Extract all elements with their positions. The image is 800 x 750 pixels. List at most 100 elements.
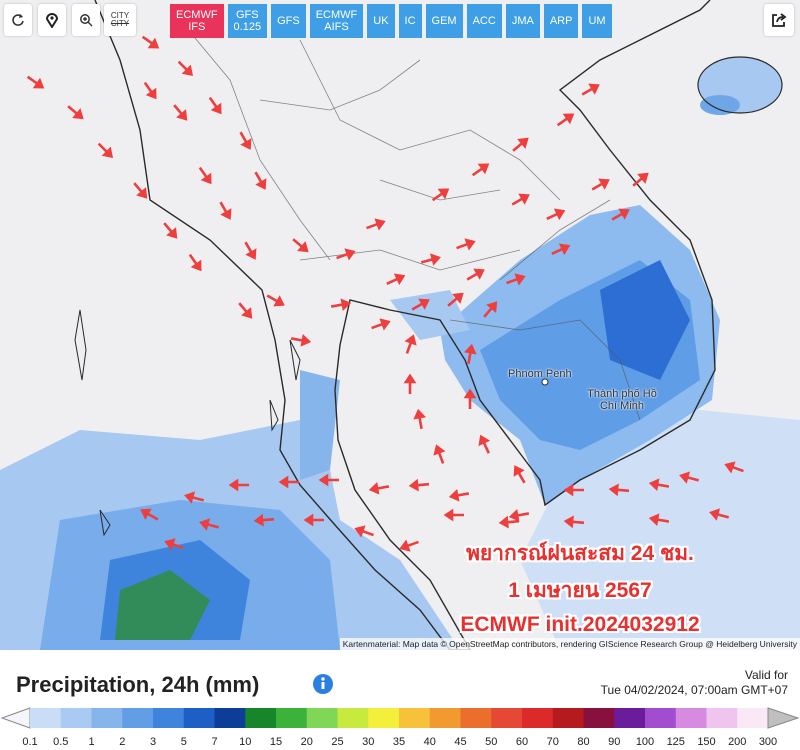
wind-arrows [26, 35, 744, 552]
wind-arrow [404, 334, 417, 354]
scale-tick-label: 80 [577, 736, 589, 748]
wind-arrow [26, 75, 45, 89]
wind-arrow [408, 478, 430, 492]
refresh-button[interactable] [4, 4, 32, 36]
wind-arrow [303, 513, 324, 527]
wind-arrow [199, 518, 220, 531]
wind-arrow [471, 163, 490, 177]
wind-arrow [648, 513, 670, 527]
model-button[interactable]: GEM [425, 4, 463, 38]
city-marker [541, 378, 549, 386]
wind-arrow [143, 81, 157, 100]
location-icon [45, 13, 59, 28]
scale-swatch [183, 708, 215, 728]
model-button[interactable]: ECMWF AIFS [309, 4, 364, 38]
model-button[interactable]: GFS 0.125 [227, 4, 268, 38]
scale-tick-label: 100 [636, 736, 654, 748]
refresh-icon [12, 14, 24, 26]
wind-arrow [563, 483, 584, 497]
city-toggle: CITY CITY [111, 12, 129, 28]
wind-arrow [648, 478, 670, 492]
wind-arrow [198, 166, 212, 185]
wind-arrow [386, 273, 406, 286]
wind-arrow [173, 104, 188, 121]
wind-arrow [366, 218, 386, 231]
model-button[interactable]: UM [582, 4, 612, 38]
overlay-text: ECMWF init.2024032912 [460, 613, 700, 636]
scale-tick-label: 60 [516, 736, 528, 748]
wind-arrow [443, 508, 464, 522]
info-icon[interactable] [312, 673, 334, 695]
wind-arrow [97, 142, 114, 159]
wind-arrow [478, 434, 491, 454]
wind-arrow [164, 538, 184, 551]
scale-swatch [368, 708, 400, 728]
city-button[interactable]: CITY CITY [104, 4, 136, 36]
model-button[interactable]: ARP [543, 4, 579, 38]
model-button[interactable]: IC [398, 4, 422, 38]
wind-arrow [278, 475, 299, 489]
wind-arrow [511, 193, 530, 206]
wind-arrow [556, 113, 575, 127]
scale-end-high [767, 707, 800, 729]
wind-arrow [403, 373, 417, 394]
wind-arrow [411, 298, 430, 311]
wind-arrow [238, 302, 253, 319]
model-button[interactable]: JMA [505, 4, 540, 38]
scale-swatch [675, 708, 707, 728]
scale-tick-label: 7 [211, 736, 217, 748]
scale-tick-label: 0.5 [53, 736, 68, 748]
scale-tick-label: 20 [301, 736, 313, 748]
coastline [94, 0, 716, 650]
scale-tick-label: 30 [362, 736, 374, 748]
wind-arrow [508, 508, 530, 522]
scale-swatch [91, 708, 123, 728]
place-label: Thành phố Hồ Chí Minh [587, 388, 657, 412]
scale-tick-label: 125 [667, 736, 685, 748]
wind-arrow [133, 182, 148, 199]
wind-arrow [219, 201, 232, 220]
wind-arrow [368, 481, 390, 495]
precip-area [300, 370, 340, 480]
map: CITY CITY ECMWF IFS GFS 0.125 GFS ECMWF AIF… [0, 0, 800, 650]
wind-arrow [266, 294, 285, 307]
wind-arrow [239, 131, 252, 150]
scale-tick-label: 70 [547, 736, 559, 748]
location-button[interactable] [38, 4, 66, 36]
share-button[interactable] [764, 4, 794, 36]
scale-swatch [214, 708, 246, 728]
wind-arrow [292, 238, 309, 253]
wind-arrow [188, 253, 202, 272]
wind-arrow [447, 292, 464, 307]
model-button[interactable]: ECMWF IFS [170, 4, 224, 38]
wind-arrow [354, 525, 374, 538]
scale-tick-label: 300 [759, 736, 777, 748]
wind-arrow [563, 515, 585, 529]
scale-tick-label: 1 [88, 736, 94, 748]
wind-arrow [512, 137, 529, 152]
precip-area [600, 260, 690, 380]
wind-arrow [67, 105, 84, 120]
wind-arrow [330, 298, 352, 312]
wind-arrow [513, 465, 526, 484]
wind-arrow [709, 508, 730, 521]
scale-swatch [153, 708, 185, 728]
overlay-text: พยากรณ์ฝนสะสม 24 ชม. [466, 542, 694, 565]
zoom-button[interactable] [72, 4, 100, 36]
wind-arrow [431, 188, 450, 202]
scale-swatch [429, 708, 461, 728]
scale-swatch [614, 708, 646, 728]
overlay-text: 1 เมษายน 2567 [508, 579, 652, 602]
wind-arrow [371, 318, 391, 331]
scale-tick-label: 0.1 [22, 736, 37, 748]
model-button[interactable]: UK [367, 4, 395, 38]
model-button[interactable]: ACC [466, 4, 502, 38]
map-canvas [0, 0, 800, 650]
wind-arrow [463, 343, 477, 365]
scale-tick-label: 25 [331, 736, 343, 748]
city-label-struck: CITY [110, 19, 130, 28]
wind-arrow [591, 178, 610, 191]
model-button[interactable]: GFS [271, 4, 306, 38]
wind-arrow [433, 444, 446, 464]
